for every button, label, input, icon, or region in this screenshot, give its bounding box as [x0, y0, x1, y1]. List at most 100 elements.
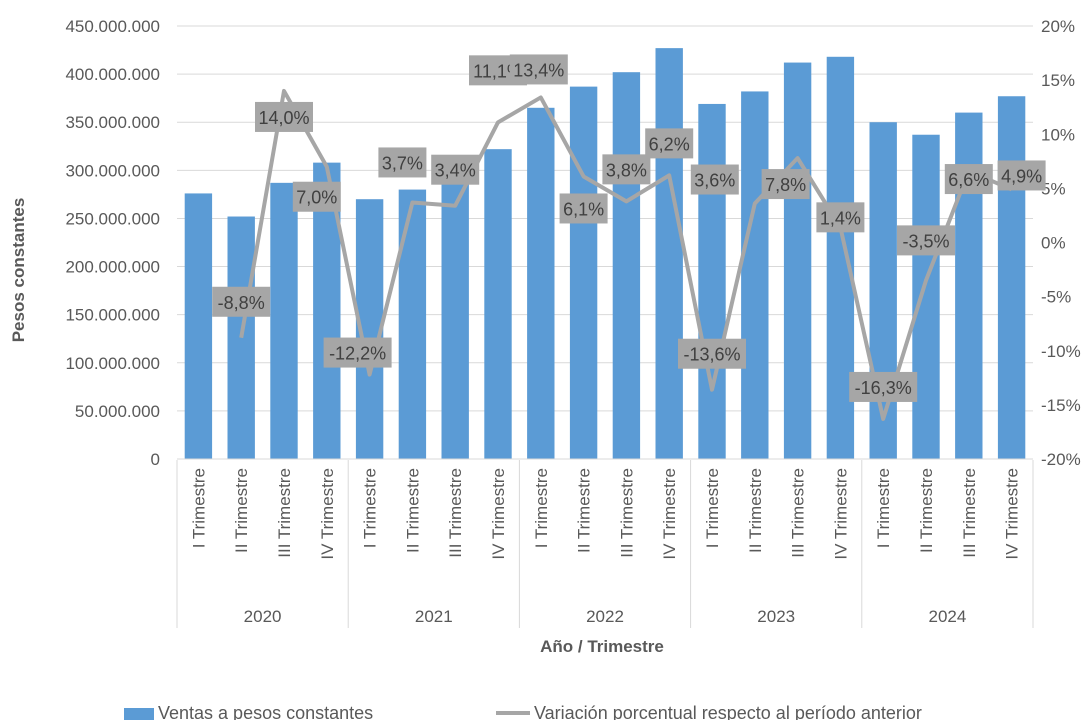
x-tick-label: III Trimestre: [789, 468, 808, 558]
data-label: 3,4%: [435, 161, 476, 181]
y-tick-label: 300.000.000: [65, 161, 160, 180]
y2-tick-label: 15%: [1041, 71, 1075, 90]
y2-tick-label: -5%: [1041, 288, 1071, 307]
bar: [783, 62, 812, 459]
year-label: 2024: [928, 607, 966, 626]
x-tick-label: II Trimestre: [232, 468, 251, 553]
x-tick-label: II Trimestre: [746, 468, 765, 553]
bar: [869, 122, 897, 459]
x-tick-label: III Trimestre: [960, 468, 979, 558]
legend-bar-swatch: [124, 708, 154, 720]
data-label-box: [897, 225, 955, 256]
legend-bar-label: Ventas a pesos constantes: [158, 703, 373, 720]
data-label-box: [323, 337, 392, 368]
data-label-box: [212, 286, 271, 317]
y2-tick-label: 10%: [1041, 125, 1075, 144]
x-tick-label: IV Trimestre: [660, 468, 679, 560]
data-label: 3,8%: [606, 160, 647, 180]
y-tick-label: 450.000.000: [65, 17, 160, 36]
y2-tick-label: -20%: [1041, 450, 1081, 469]
data-label: -3,5%: [902, 231, 949, 251]
data-label-box: [997, 160, 1046, 191]
x-tick-label: I Trimestre: [361, 468, 380, 548]
data-label: -16,3%: [855, 378, 912, 398]
y-tick-label: 50.000.000: [75, 402, 160, 421]
year-label: 2023: [757, 607, 795, 626]
data-label: 3,7%: [382, 153, 423, 173]
x-tick-label: III Trimestre: [617, 468, 636, 558]
legend: Ventas a pesos constantes Variación porc…: [124, 703, 922, 720]
axes: 0 50.000.000 100.000.000 150.000.000 200.000…: [65, 17, 1081, 628]
data-label: 7,0%: [296, 188, 337, 208]
y2-tick-label: 0%: [1041, 234, 1066, 253]
y-tick-label: 250.000.000: [65, 209, 160, 228]
data-label: -12,2%: [329, 344, 386, 364]
data-label-box: [849, 371, 918, 402]
y-tick-label: 200.000.000: [65, 258, 160, 277]
year-label: 2022: [586, 607, 624, 626]
data-label: 6,6%: [948, 170, 989, 190]
data-label: -8,8%: [218, 293, 265, 313]
line-series: [239, 88, 1013, 421]
y-tick-label: 100.000.000: [65, 354, 160, 373]
x-tick-label: I Trimestre: [532, 468, 551, 548]
bar: [441, 179, 469, 459]
data-label: 3,6%: [694, 171, 735, 191]
x-tick-label: II Trimestre: [403, 468, 422, 553]
data-label: 4,9%: [1001, 166, 1042, 186]
x-tick-label: II Trimestre: [917, 468, 936, 553]
data-label-box: [690, 164, 739, 195]
y-tick-label: 0: [151, 450, 160, 469]
bar: [612, 72, 641, 459]
bar: [527, 107, 555, 460]
x-tick-label: I Trimestre: [703, 468, 722, 548]
data-label: 1,4%: [820, 208, 861, 228]
bar: [484, 149, 512, 460]
bar: [569, 86, 598, 460]
bar: [698, 103, 726, 459]
data-label-box: [559, 193, 608, 224]
bar: [184, 193, 213, 459]
year-label: 2021: [415, 607, 453, 626]
y2-tick-label: 5%: [1041, 179, 1066, 198]
y2-tick-label: -10%: [1041, 342, 1081, 361]
data-label: 6,1%: [563, 199, 604, 219]
bar: [997, 96, 1026, 460]
data-label-box: [645, 128, 694, 159]
bar: [398, 189, 427, 460]
data-label: 6,2%: [649, 134, 690, 154]
bar-series: [184, 48, 1026, 460]
bar: [270, 182, 298, 459]
legend-line-label: Variación porcentual respecto al período…: [534, 703, 922, 720]
x-tick-label: IV Trimestre: [1003, 468, 1022, 560]
data-label-box: [431, 154, 480, 185]
bar: [741, 91, 769, 459]
data-labels: -8,8%14,0%7,0%-12,2%3,7% 3,4%11,1%13,4%6,…: [212, 54, 1046, 402]
y-axis-title: Pesos constantes: [9, 198, 28, 343]
data-label-box: [255, 101, 313, 132]
x-tick-label: IV Trimestre: [318, 468, 337, 560]
data-label: 14,0%: [258, 108, 309, 128]
y-tick-label: 150.000.000: [65, 306, 160, 325]
y2-tick-label: -15%: [1041, 396, 1081, 415]
data-label-box: [678, 338, 746, 369]
data-label-box: [816, 202, 865, 233]
x-axis-title: Año / Trimestre: [540, 637, 664, 656]
year-label: 2020: [244, 607, 282, 626]
bar: [655, 48, 683, 460]
y2-tick-label: 20%: [1041, 17, 1075, 36]
data-label: 13,4%: [513, 60, 564, 80]
x-tick-label: I Trimestre: [189, 468, 208, 548]
data-label-box: [761, 169, 810, 200]
data-label: 7,8%: [765, 175, 806, 195]
x-tick-label: I Trimestre: [874, 468, 893, 548]
x-tick-label: III Trimestre: [446, 468, 465, 558]
series-line: [239, 88, 1013, 421]
data-label-box: [509, 54, 568, 85]
x-tick-label: IV Trimestre: [489, 468, 508, 560]
x-tick-label: III Trimestre: [275, 468, 294, 558]
data-label-box: [292, 181, 341, 212]
x-tick-label: II Trimestre: [575, 468, 594, 553]
data-label-box: [944, 164, 993, 195]
